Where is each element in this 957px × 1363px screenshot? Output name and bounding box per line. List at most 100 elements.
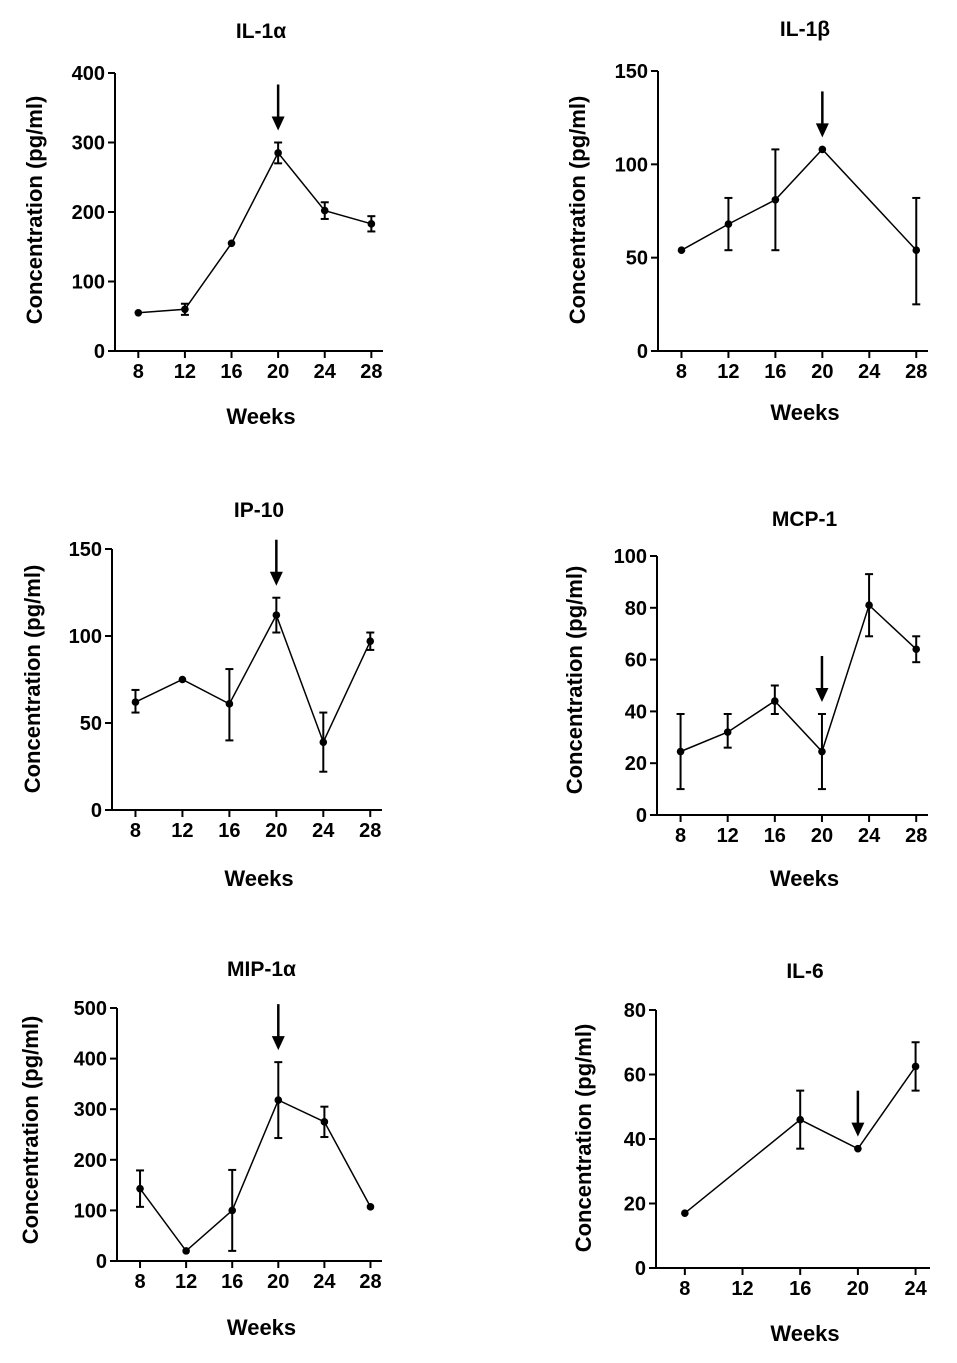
data-point [854, 1144, 862, 1153]
chart-title: IL-1α [236, 20, 286, 43]
y-tick-label: 60 [624, 1065, 646, 1087]
x-tick-label: 16 [764, 361, 786, 383]
x-tick-label: 12 [174, 361, 196, 383]
y-tick-label: 300 [72, 133, 105, 155]
y-tick-label: 0 [635, 1258, 646, 1280]
y-tick-label: 0 [636, 805, 647, 827]
y-tick-label: 0 [637, 341, 648, 363]
x-tick-label: 24 [858, 361, 881, 383]
y-tick-label: 50 [626, 248, 648, 270]
x-tick-label: 16 [218, 820, 240, 842]
x-tick-label: 16 [764, 825, 786, 847]
series-line [684, 1065, 917, 1214]
chart-title: IP-10 [234, 499, 284, 522]
x-tick-label: 16 [220, 361, 242, 383]
chart-panel-1: IL-1α 0 100 200 300 400 8 12 16 20 24 28 Weeks Concen… [22, 20, 383, 429]
chart-panel-5: MIP-1α 0 100 200 300 400 500 8 12 16 20 24 28 Weeks Co… [18, 958, 382, 1340]
arrow-marker [271, 1004, 285, 1051]
data-point [178, 675, 187, 684]
data-point [723, 728, 732, 736]
y-tick-label: 0 [96, 1251, 107, 1273]
x-tick-label: 12 [731, 1278, 753, 1300]
y-axis-label: Concentration (pg/ml) [22, 96, 47, 325]
data-point [136, 1184, 144, 1193]
y-tick-label: 150 [615, 61, 648, 83]
data-point [818, 145, 827, 154]
series-line [135, 613, 371, 745]
data-point [796, 1115, 805, 1124]
y-tick-label: 20 [625, 753, 647, 775]
data-point [771, 196, 780, 204]
y-tick-label: 100 [614, 546, 647, 568]
y-tick-label: 20 [624, 1194, 646, 1216]
data-point [912, 246, 921, 254]
x-tick-label: 8 [676, 361, 687, 383]
x-tick-label: 28 [359, 1271, 381, 1293]
y-tick-label: 100 [74, 1200, 107, 1222]
data-point [228, 1206, 237, 1215]
y-tick-label: 200 [72, 202, 105, 224]
x-axis-label: Weeks [770, 866, 839, 891]
y-tick-label: 50 [80, 713, 102, 735]
y-axis-label: Concentration (pg/ml) [571, 1024, 596, 1253]
arrow-head [851, 1122, 865, 1137]
y-tick-label: 100 [615, 154, 648, 176]
series-line [680, 603, 917, 753]
x-tick-label: 12 [175, 1271, 197, 1293]
x-axis-label: Weeks [227, 1315, 296, 1340]
x-tick-label: 28 [359, 820, 381, 842]
data-point [319, 738, 328, 746]
y-tick-label: 60 [625, 650, 647, 672]
x-tick-label: 28 [905, 825, 927, 847]
y-tick-label: 300 [74, 1099, 107, 1121]
x-axis-label: Weeks [226, 404, 295, 429]
x-tick-label: 8 [679, 1278, 690, 1300]
x-tick-label: 24 [312, 820, 335, 842]
arrow-marker [851, 1090, 865, 1137]
y-tick-label: 400 [74, 1049, 107, 1071]
arrow-marker [269, 539, 283, 586]
data-point [771, 697, 779, 705]
x-axis-label: Weeks [770, 400, 839, 425]
chart-title: MIP-1α [227, 958, 296, 981]
data-point [320, 206, 329, 215]
arrow-head [271, 1036, 285, 1051]
x-tick-label: 8 [675, 825, 686, 847]
y-axis-label: Concentration (pg/ml) [20, 565, 45, 794]
x-tick-label: 8 [134, 1271, 145, 1293]
x-tick-label: 20 [267, 1271, 289, 1293]
x-tick-label: 20 [267, 361, 289, 383]
x-tick-label: 20 [847, 1278, 869, 1300]
data-point [367, 220, 376, 228]
data-point [724, 220, 733, 228]
x-tick-label: 12 [717, 361, 739, 383]
arrow-head [269, 571, 283, 586]
data-point [681, 1209, 689, 1217]
data-point [366, 1203, 375, 1211]
x-tick-label: 28 [905, 361, 927, 383]
arrow-marker [815, 655, 829, 702]
chart-title: IL-6 [786, 960, 823, 983]
x-tick-label: 24 [904, 1278, 927, 1300]
series-line [138, 151, 372, 314]
chart-panel-6: IL-6 0 20 40 60 80 8 12 16 20 24 Weeks Concentration… [571, 960, 930, 1346]
y-tick-label: 40 [625, 701, 647, 723]
arrow-head [271, 116, 285, 131]
x-tick-label: 12 [717, 825, 739, 847]
x-tick-label: 8 [133, 361, 144, 383]
chart-panel-3: IP-10 0 50 100 150 8 12 16 20 24 28 Weeks Concentrat… [20, 499, 382, 891]
data-point [912, 645, 921, 654]
y-tick-label: 500 [74, 998, 107, 1020]
arrow-head [815, 687, 829, 702]
data-point [182, 1247, 190, 1255]
data-point [676, 747, 685, 756]
y-tick-label: 0 [91, 800, 102, 822]
x-tick-label: 20 [265, 820, 287, 842]
x-tick-label: 8 [130, 820, 141, 842]
x-tick-label: 24 [314, 361, 337, 383]
arrow-marker [815, 91, 829, 138]
series-line [139, 1099, 372, 1253]
chart-title: MCP-1 [772, 508, 838, 531]
x-tick-label: 16 [221, 1271, 243, 1293]
